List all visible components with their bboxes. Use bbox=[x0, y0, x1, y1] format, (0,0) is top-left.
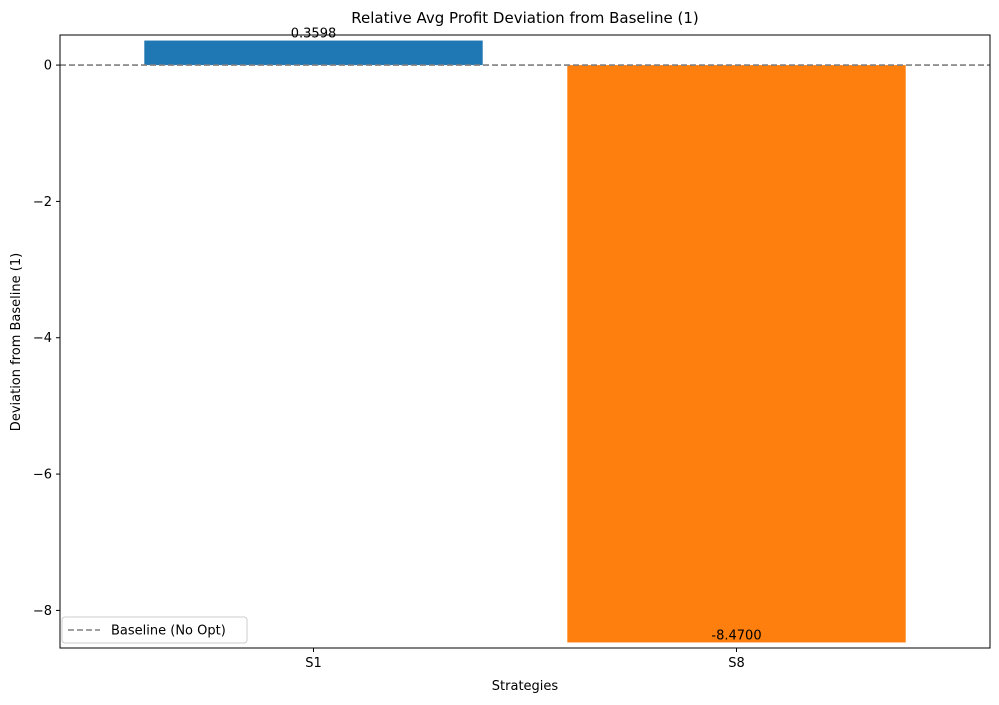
y-axis-label: Deviation from Baseline (1) bbox=[9, 253, 24, 431]
plot-area: 0.3598 -8.4700 0 −2 −4 −6 −8 S1 S8 bbox=[33, 27, 991, 671]
bar-value-label-s1: 0.3598 bbox=[291, 27, 337, 42]
legend: Baseline (No Opt) bbox=[61, 616, 248, 644]
y-tick-label: 0 bbox=[44, 59, 52, 74]
y-tick-label: −4 bbox=[33, 331, 52, 346]
axes-frame bbox=[59, 34, 991, 649]
bar-s1 bbox=[144, 40, 483, 66]
legend-box bbox=[61, 616, 248, 644]
chart-title: Relative Avg Profit Deviation from Basel… bbox=[351, 9, 699, 27]
x-tick-label: S1 bbox=[305, 656, 322, 671]
bar-value-label-s8: -8.4700 bbox=[711, 628, 761, 643]
x-tick-label: S8 bbox=[728, 656, 745, 671]
y-tick-label: −8 bbox=[33, 604, 52, 619]
y-tick-label: −2 bbox=[33, 195, 52, 210]
y-tick-label: −6 bbox=[33, 468, 52, 483]
bar-s8 bbox=[567, 65, 906, 643]
x-axis-label: Strategies bbox=[492, 679, 559, 694]
legend-label: Baseline (No Opt) bbox=[111, 624, 226, 639]
